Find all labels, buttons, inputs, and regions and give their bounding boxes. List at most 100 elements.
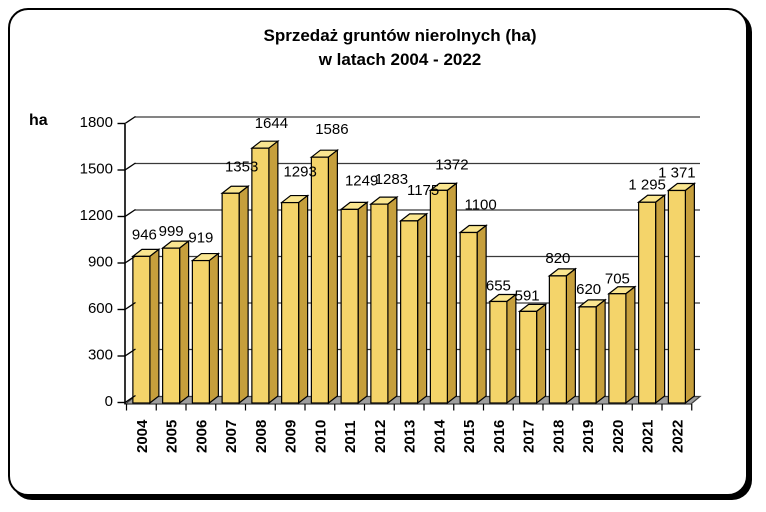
- x-axis-label-2014: 2014: [431, 419, 448, 453]
- bar-side-face: [298, 194, 309, 405]
- chart-title-line1: Sprzedaż gruntów nierolnych (ha): [263, 26, 537, 45]
- bar-value-label-2016: 655: [486, 277, 511, 294]
- x-axis-label-2021: 2021: [640, 420, 657, 453]
- y-axis-tick-label-900: 900: [88, 254, 113, 271]
- bar-front-face: [429, 189, 448, 404]
- bar-value-label-2011: 1249: [345, 172, 378, 189]
- bar-side-face: [357, 201, 368, 405]
- x-axis-label-2013: 2013: [402, 420, 419, 453]
- bar-value-label-2017: 591: [515, 287, 540, 304]
- y-axis-depth-tick-0: [124, 394, 136, 404]
- bar-side-face: [208, 252, 219, 405]
- y-axis-depth-tick-1800: [124, 115, 136, 125]
- bar-side-face: [387, 195, 398, 405]
- bar-2018: [547, 267, 578, 405]
- bar-front-face: [281, 201, 300, 404]
- bar-2005: [160, 239, 191, 405]
- bar-2011: [339, 201, 369, 405]
- x-axis-label-2020: 2020: [610, 420, 627, 453]
- bar-value-label-2009: 1293: [283, 164, 316, 181]
- y-axis-tick-label-0: 0: [105, 393, 113, 410]
- y-axis-depth-tick-900: [124, 255, 136, 264]
- x-axis-label-2010: 2010: [312, 420, 329, 453]
- x-axis-label-2006: 2006: [193, 420, 210, 453]
- bar-2007: [220, 185, 250, 405]
- bar-side-face: [655, 194, 666, 405]
- bar-side-face: [417, 212, 428, 405]
- bar-side-face: [268, 139, 279, 405]
- y-axis-unit-label: ha: [29, 112, 48, 129]
- bar-2020: [607, 285, 637, 405]
- bar-side-face: [238, 185, 249, 405]
- bar-side-face: [565, 267, 576, 405]
- bar-2012: [369, 195, 399, 405]
- x-axis-label-2016: 2016: [491, 420, 508, 453]
- bar-front-face: [191, 259, 210, 404]
- bar-value-label-2021: 1 295: [628, 176, 666, 193]
- bar-value-label-2006: 919: [188, 230, 213, 247]
- bar-value-label-2014: 1372: [435, 156, 468, 173]
- bar-side-face: [506, 293, 517, 405]
- bar-front-face: [608, 293, 627, 404]
- bar-2009: [279, 194, 310, 405]
- bar-front-face: [251, 147, 270, 404]
- x-axis-label-2012: 2012: [372, 420, 389, 453]
- bar-value-label-2022: 1 371: [658, 164, 696, 181]
- chart-title-line2: w latach 2004 - 2022: [318, 50, 482, 69]
- y-axis-depth-tick-600: [124, 301, 136, 311]
- x-axis-label-2004: 2004: [134, 419, 151, 453]
- bar-2016: [488, 293, 518, 405]
- y-axis-depth-tick-1500: [124, 162, 136, 171]
- bar-2019: [577, 298, 607, 405]
- bar-value-label-2018: 820: [545, 250, 570, 267]
- bar-value-label-2015: 1100: [464, 197, 496, 214]
- y-axis-depth-tick-300: [124, 348, 136, 357]
- bar-value-label-2013: 1175: [407, 182, 439, 199]
- x-axis-label-2011: 2011: [342, 420, 359, 453]
- y-axis-tick-label-300: 300: [88, 347, 113, 364]
- bar-2015: [458, 224, 488, 405]
- bar-value-label-2010: 1586: [315, 121, 348, 138]
- bar-side-face: [446, 182, 457, 405]
- bar-side-face: [595, 298, 606, 405]
- bar-side-face: [179, 239, 190, 405]
- x-axis-label-2019: 2019: [580, 420, 597, 453]
- bar-front-face: [667, 189, 686, 404]
- x-axis-label-2005: 2005: [164, 420, 181, 453]
- y-axis-depth-tick-1200: [124, 208, 136, 218]
- x-axis-label-2015: 2015: [461, 420, 478, 453]
- x-axis-label-2009: 2009: [283, 420, 300, 453]
- y-axis-tick-label-1500: 1500: [80, 161, 113, 178]
- bar-front-face: [548, 275, 567, 404]
- y-axis-tick-label-600: 600: [88, 300, 113, 317]
- bar-front-face: [519, 310, 538, 404]
- bar-front-face: [489, 300, 508, 404]
- bar-front-face: [400, 220, 419, 404]
- x-axis-label-2007: 2007: [223, 420, 240, 453]
- bar-front-face: [221, 192, 240, 404]
- bar-front-face: [459, 231, 478, 404]
- bar-2013: [398, 212, 429, 405]
- bar-front-face: [638, 201, 657, 404]
- chart-title: Sprzedaż gruntów nierolnych (ha) w latac…: [34, 24, 766, 72]
- y-axis-tick-label-1200: 1200: [80, 207, 113, 224]
- bar-front-face: [370, 203, 389, 404]
- bar-side-face: [327, 148, 338, 405]
- bar-value-label-2008: 1644: [255, 115, 288, 132]
- bar-value-label-2012: 1283: [375, 171, 408, 188]
- bar-front-face: [310, 156, 329, 404]
- bar-side-face: [149, 248, 160, 405]
- bar-value-label-2007: 1353: [225, 158, 258, 175]
- bar-2008: [250, 139, 280, 405]
- bar-2006: [190, 252, 221, 405]
- x-axis-label-2018: 2018: [550, 420, 567, 453]
- bar-front-face: [578, 306, 597, 404]
- bar-2010: [309, 148, 340, 405]
- bar-value-label-2020: 705: [605, 271, 630, 288]
- bar-2014: [428, 182, 459, 405]
- bar-value-label-2004: 946: [132, 226, 157, 243]
- bar-value-label-2005: 999: [159, 223, 184, 240]
- bar-front-face: [162, 247, 181, 404]
